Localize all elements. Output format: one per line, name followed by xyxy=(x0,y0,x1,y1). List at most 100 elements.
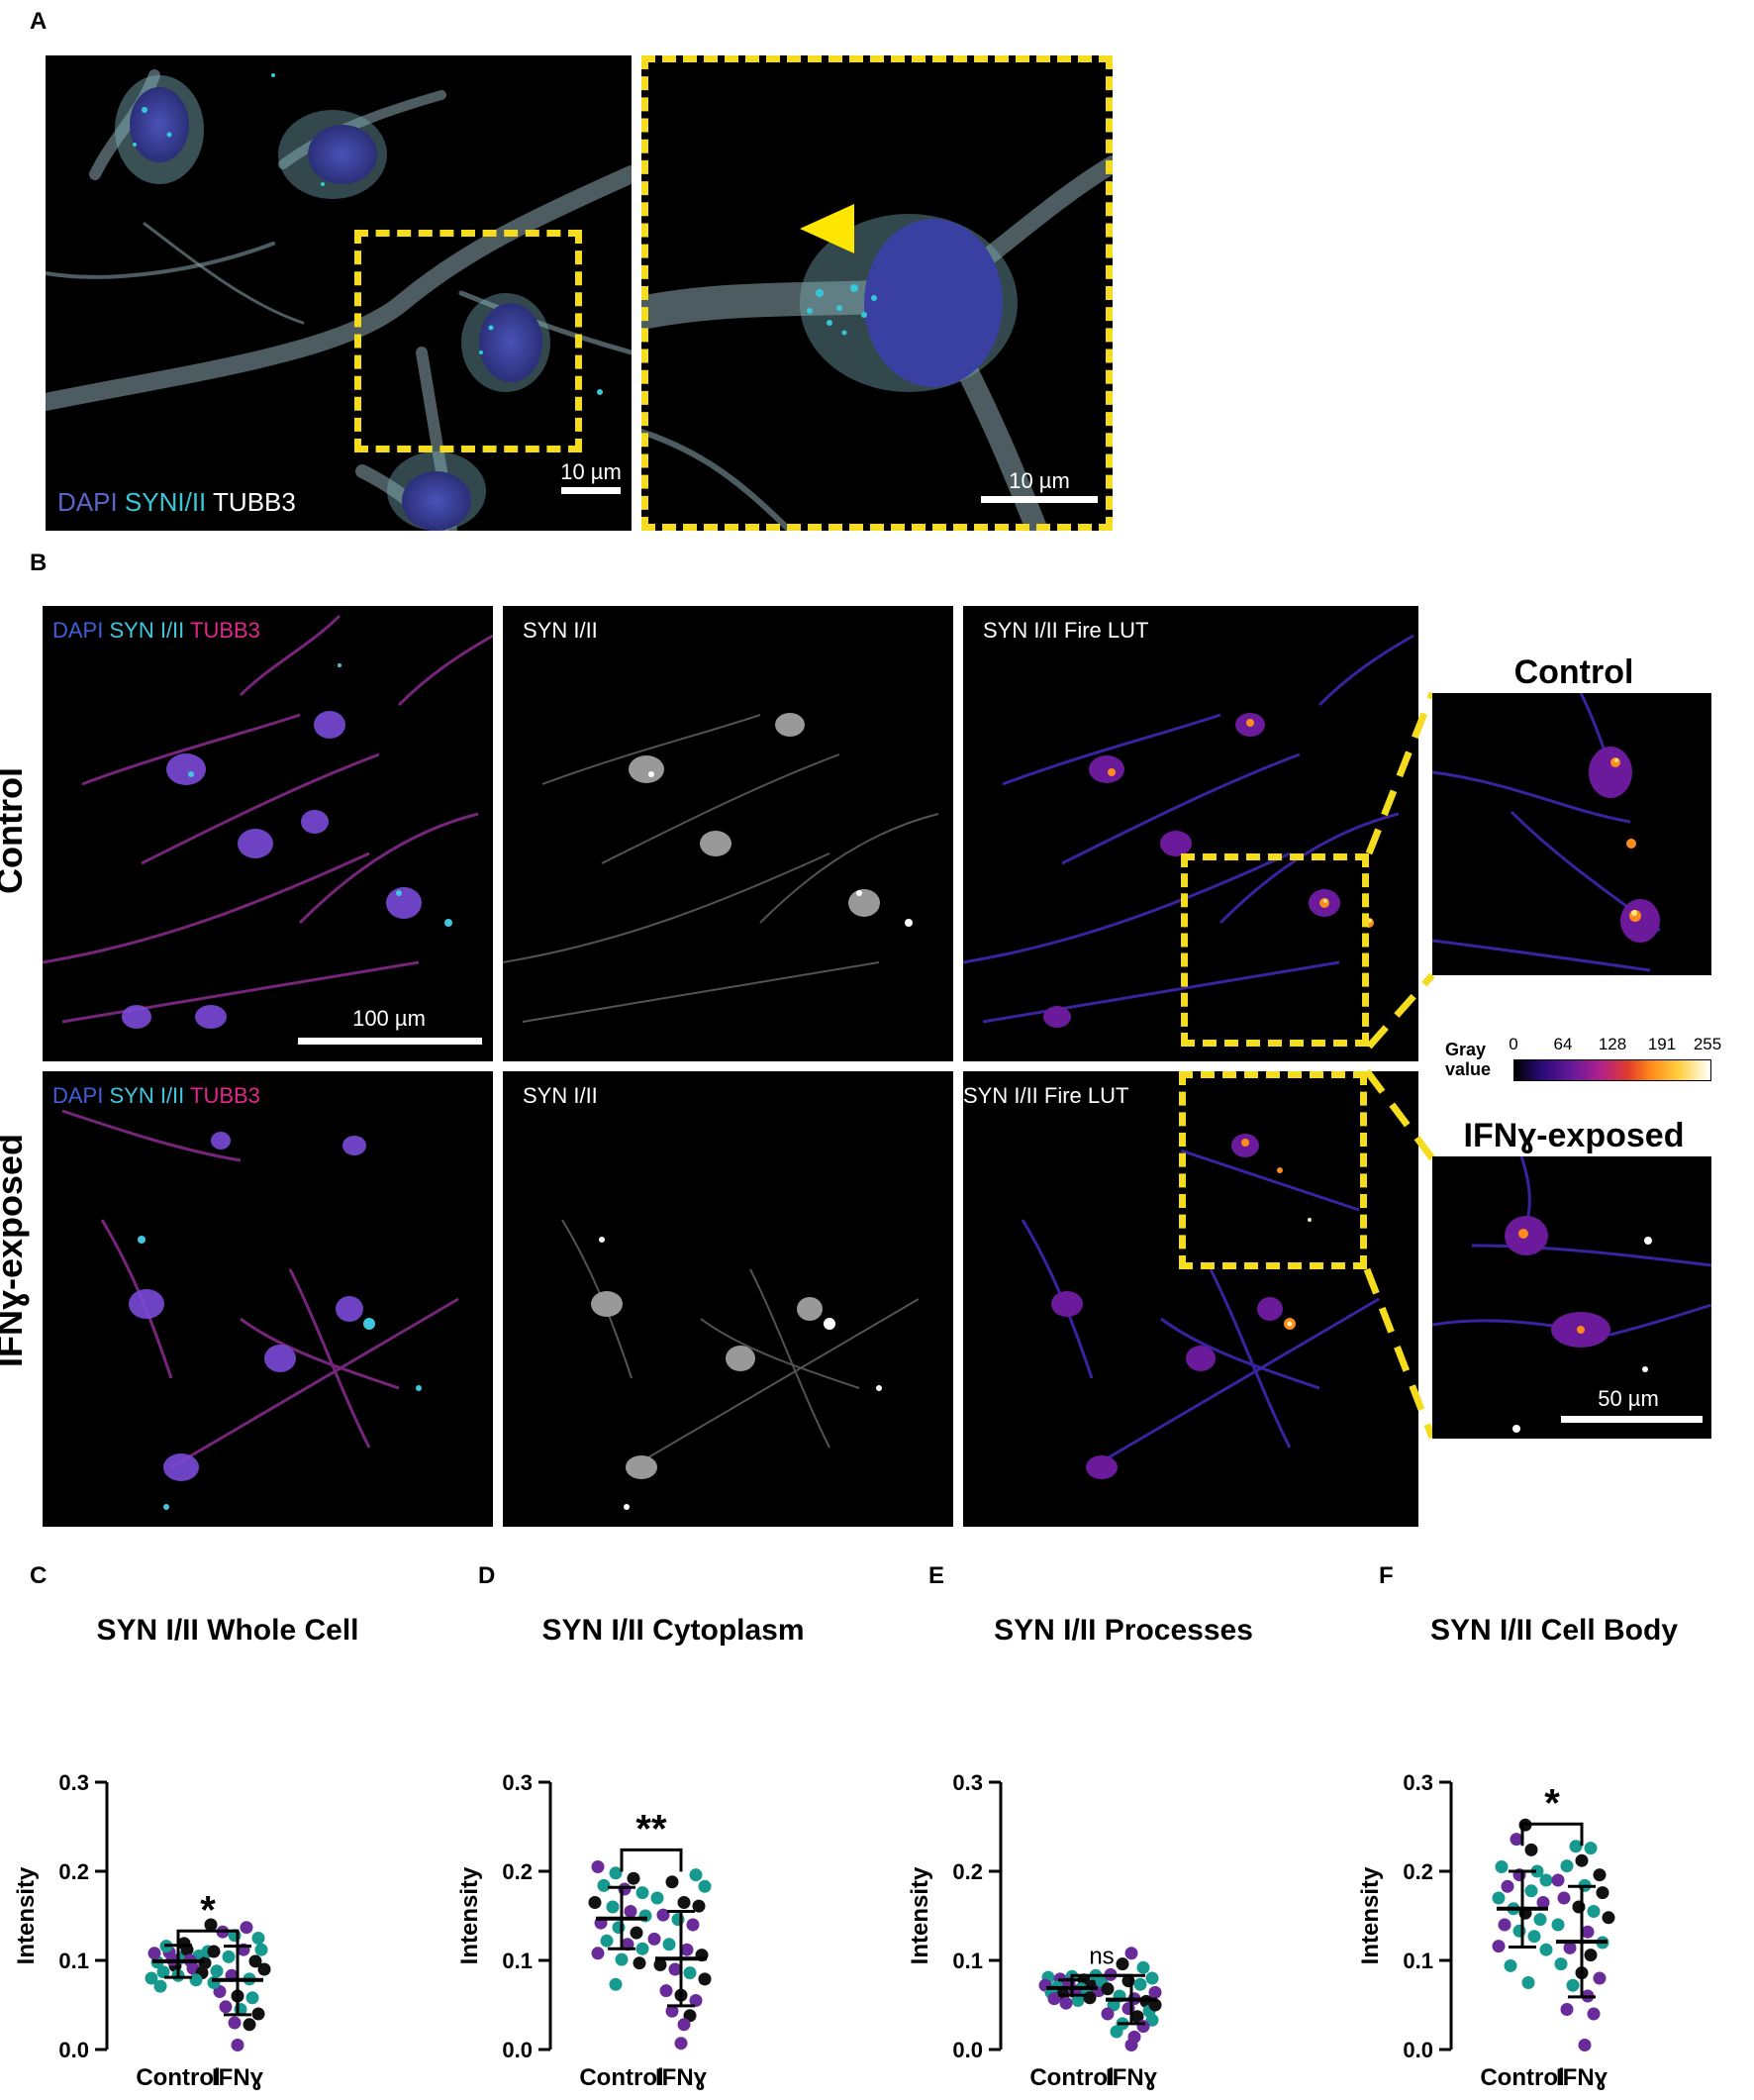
panel-a-scale-bar xyxy=(561,487,621,494)
data-point xyxy=(1521,1976,1535,1989)
panel-a-overview-image: 10 µm DAPI SYNI/II TUBB3 xyxy=(46,55,632,531)
data-point xyxy=(677,2018,691,2032)
data-point xyxy=(1572,1900,1586,1914)
ifn-syn-neurons xyxy=(561,1219,920,1510)
data-point xyxy=(665,1875,679,1889)
y-tick-label: 0.2 xyxy=(952,1859,983,1884)
ifn-zoom-neurons xyxy=(1432,1156,1711,1433)
data-point xyxy=(1101,1982,1115,1996)
data-point xyxy=(204,1918,218,1932)
data-point xyxy=(683,1966,697,1980)
data-point xyxy=(251,2007,265,2021)
ifn-zoom-region-box xyxy=(1179,1071,1367,1269)
data-point xyxy=(1498,1918,1511,1932)
control-syn-image: SYN I/II xyxy=(503,606,953,1061)
y-tick-label: 0.2 xyxy=(1403,1859,1433,1884)
data-point xyxy=(1602,1911,1615,1925)
ifn-zoom-image: 50 µm xyxy=(1432,1156,1711,1439)
data-point xyxy=(689,1868,703,1882)
ifn-fire-neurons xyxy=(1021,1134,1380,1479)
y-axis-label: Intensity xyxy=(1357,1866,1384,1964)
data-point xyxy=(240,1921,253,1935)
x-category-label: Control xyxy=(579,2064,663,2091)
merge-syn-label-ifn: SYN I/II xyxy=(109,1083,185,1108)
data-point xyxy=(591,1860,605,1873)
control-syn-label: SYN I/II xyxy=(523,618,598,643)
y-tick-label: 0.2 xyxy=(502,1859,533,1884)
data-point xyxy=(662,1938,676,1951)
data-point xyxy=(1554,1957,1568,1971)
y-tick-label: 0.0 xyxy=(1403,2038,1433,2062)
chart-title-cytoplasm: SYN I/II Cytoplasm xyxy=(541,1614,805,1647)
panel-letter-b: B xyxy=(30,550,48,576)
data-point xyxy=(1551,1873,1565,1887)
chart-title-cell-body: SYN I/II Cell Body xyxy=(1429,1614,1679,1647)
data-point xyxy=(1136,2020,1150,2034)
data-point xyxy=(210,1964,224,1978)
control-merge-channel-legend: DAPI SYN I/II TUBB3 xyxy=(52,618,260,644)
data-point xyxy=(1530,1864,1544,1878)
y-tick-label: 0.0 xyxy=(952,2038,983,2062)
y-tick-label: 0.1 xyxy=(1403,1949,1433,1973)
data-point xyxy=(612,1921,626,1935)
data-point xyxy=(647,1932,661,1946)
data-point xyxy=(609,1977,623,1991)
data-point xyxy=(1581,1925,1595,1939)
data-point xyxy=(1148,1985,1162,1999)
y-axis-label: Intensity xyxy=(13,1866,40,1964)
ifn-fire-label: SYN I/II Fire LUT xyxy=(963,1083,1129,1108)
panel-a-zoom-image: 10 µm xyxy=(641,55,1113,531)
data-point xyxy=(677,1896,691,1909)
data-point xyxy=(698,1879,712,1893)
data-point xyxy=(624,1905,637,1918)
data-point xyxy=(674,2037,688,2050)
channel-tubb3-label: TUBB3 xyxy=(213,487,296,517)
panel-letter-f: F xyxy=(1379,1562,1394,1589)
y-tick-label: 0.0 xyxy=(502,2038,533,2062)
y-tick-label: 0.3 xyxy=(502,1770,533,1795)
data-point xyxy=(1563,1941,1577,1954)
significance-bracket xyxy=(620,1848,683,1872)
data-point xyxy=(1110,2025,1123,2039)
arrowhead-marker xyxy=(800,204,854,253)
data-point xyxy=(615,1952,629,1966)
control-syn-neurons xyxy=(503,713,939,1023)
data-point xyxy=(633,1956,646,1970)
data-point xyxy=(650,1891,664,1905)
panel-letter-a: A xyxy=(30,8,48,35)
panel-a-zoom-scale-label: 10 µm xyxy=(1009,468,1070,493)
y-tick-label: 0.1 xyxy=(952,1949,983,1973)
data-point xyxy=(189,1973,203,1987)
data-point xyxy=(228,2016,242,2030)
data-point xyxy=(606,1900,620,1914)
data-point xyxy=(1130,2010,1144,2024)
significance-bracket xyxy=(176,1929,240,1953)
data-point xyxy=(243,2018,256,2032)
ifn-fire-image: SYN I/II Fire LUT xyxy=(963,1071,1418,1527)
data-point xyxy=(597,1878,611,1892)
data-point xyxy=(668,1962,682,1976)
merge-dapi-label: DAPI xyxy=(52,618,104,643)
y-tick-label: 0.3 xyxy=(952,1770,983,1795)
panel-letter-c: C xyxy=(30,1562,48,1589)
data-point xyxy=(1083,1991,1097,2005)
colorbar-tick: 191 xyxy=(1647,1035,1677,1053)
x-category-label: IFNɣ xyxy=(1556,2064,1608,2091)
data-point xyxy=(1578,2039,1592,2051)
data-point xyxy=(1536,1896,1550,1909)
y-tick-label: 0.1 xyxy=(58,1949,89,1973)
ifn-merge-channel-legend: DAPI SYN I/II TUBB3 xyxy=(52,1083,260,1109)
data-point xyxy=(1593,1971,1607,1985)
data-point xyxy=(1510,1833,1523,1847)
significance-label: * xyxy=(200,1888,216,1932)
y-tick-label: 0.1 xyxy=(502,1949,533,1973)
ifn-merge-neurons xyxy=(61,1109,459,1510)
chart-title-whole-cell: SYN I/II Whole Cell xyxy=(96,1614,359,1647)
significance-bracket xyxy=(1070,1973,1133,1998)
data-point xyxy=(680,1943,694,1956)
panel-a-channel-legend: DAPI SYNI/II TUBB3 xyxy=(57,487,296,518)
channel-syn-label: SYNI/II xyxy=(124,487,207,517)
control-zoom-neurons xyxy=(1432,693,1661,972)
